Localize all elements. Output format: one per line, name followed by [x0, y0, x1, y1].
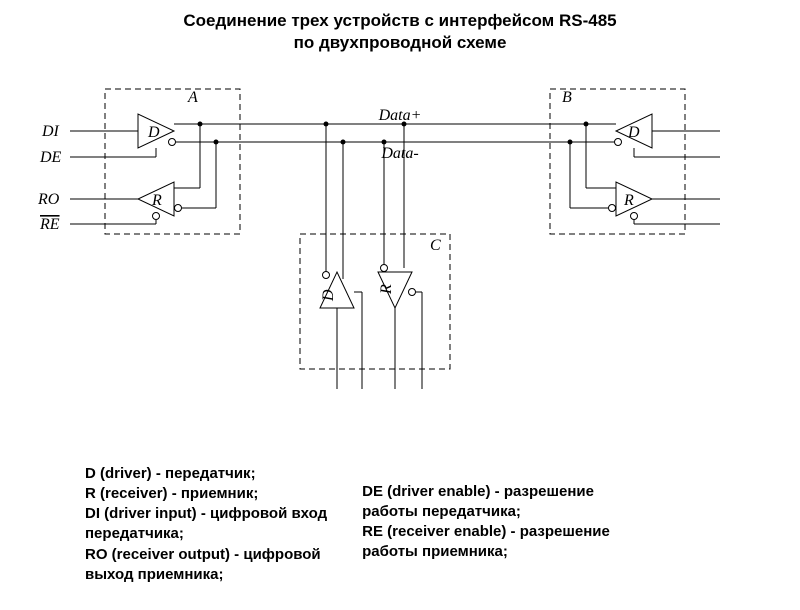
legend-right: DE (driver enable) - разрешение работы п…	[362, 482, 610, 586]
legend-de-1: DE (driver enable) - разрешение	[362, 482, 610, 502]
driver-b-label: D	[627, 124, 640, 141]
device-b-label: B	[562, 89, 572, 106]
receiver-b-label: R	[623, 192, 634, 209]
receiver-a-label: R	[151, 192, 162, 209]
legend-de-2: работы передатчика;	[362, 502, 610, 522]
data-plus-label: Data+	[378, 107, 422, 124]
title-line1: Соединение трех устройств с интерфейсом …	[183, 11, 616, 30]
diagram-title: Соединение трех устройств с интерфейсом …	[0, 10, 800, 54]
device-a-label: A	[187, 89, 198, 106]
legend-left: D (driver) - передатчик; R (receiver) - …	[85, 464, 327, 586]
legend-ro-1: RO (receiver output) - цифровой	[85, 545, 327, 565]
legend-di-2: передатчика;	[85, 524, 327, 544]
legend-ro-2: выход приемника;	[85, 565, 327, 585]
device-c-label: C	[430, 237, 441, 254]
re-a-label: RE	[39, 216, 60, 233]
driver-c-label: D	[320, 289, 337, 302]
title-line2: по двухпроводной схеме	[294, 33, 507, 52]
legend: D (driver) - передатчик; R (receiver) - …	[85, 464, 725, 586]
driver-a-label: D	[147, 124, 160, 141]
legend-d: D (driver) - передатчик;	[85, 464, 327, 484]
legend-di-1: DI (driver input) - цифровой вход	[85, 504, 327, 524]
legend-r: R (receiver) - приемник;	[85, 484, 327, 504]
legend-re-2: работы приемника;	[362, 542, 610, 562]
data-minus-label: Data-	[380, 145, 418, 162]
ro-a-label: RO	[37, 191, 60, 208]
de-a-label: DE	[39, 149, 62, 166]
rs485-diagram: Data+ Data- A D DI DE R RO RE B D R	[30, 64, 770, 394]
di-a-label: DI	[41, 123, 60, 140]
legend-re-1: RE (receiver enable) - разрешение	[362, 522, 610, 542]
receiver-c-label: R	[378, 284, 395, 295]
